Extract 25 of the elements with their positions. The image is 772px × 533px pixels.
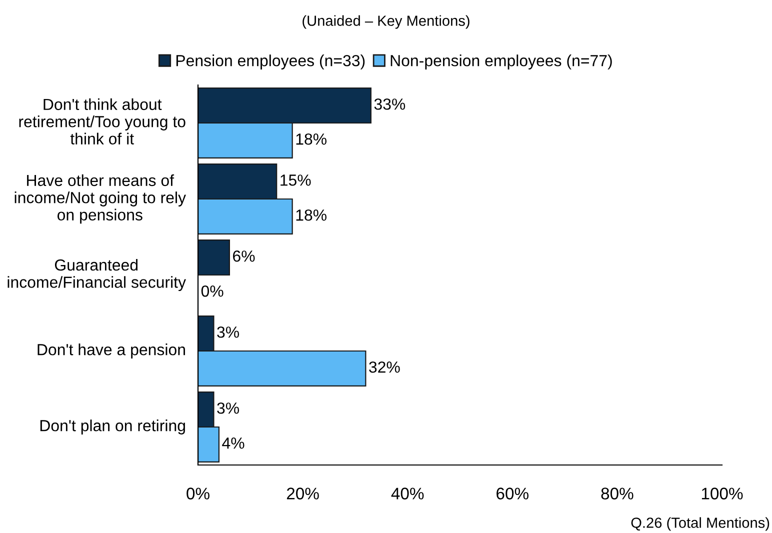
chart-subtitle: (Unaided – Key Mentions) (302, 15, 470, 29)
x-tick-label: 80% (601, 488, 634, 500)
x-tick-label: 0% (186, 488, 210, 500)
legend-label: Pension employees (n=33) (176, 54, 365, 70)
data-label: 0% (201, 285, 224, 297)
data-label: 3% (217, 326, 240, 338)
x-tick-label: 60% (496, 488, 528, 500)
x-tick-label: 20% (286, 488, 319, 500)
data-label: 18% (296, 133, 326, 145)
x-tick-label: 100% (702, 488, 743, 500)
data-label: 18% (296, 209, 326, 221)
y-tick-label: Don't have a pension (38, 344, 185, 358)
legend-label: Non-pension employees (n=77) (390, 54, 612, 70)
data-label: 3% (217, 402, 240, 414)
data-label: 33% (374, 98, 406, 110)
text: Q.26 (Total Mentions) (631, 517, 770, 531)
x-tick-label: 40% (391, 488, 424, 500)
y-tick-label: Don't plan on retiring (40, 420, 185, 434)
y-tick-label: Guaranteed income/Financial security (8, 258, 186, 292)
y-tick-label: Have other means of income/Not going to rely on pensions (14, 174, 186, 224)
data-label: 15% (280, 174, 311, 186)
data-label: 6% (233, 250, 255, 262)
y-tick-label: Don't think about retirement/Too young to think of it (19, 98, 186, 144)
data-label: 4% (222, 438, 244, 449)
data-label: 32% (369, 361, 400, 373)
